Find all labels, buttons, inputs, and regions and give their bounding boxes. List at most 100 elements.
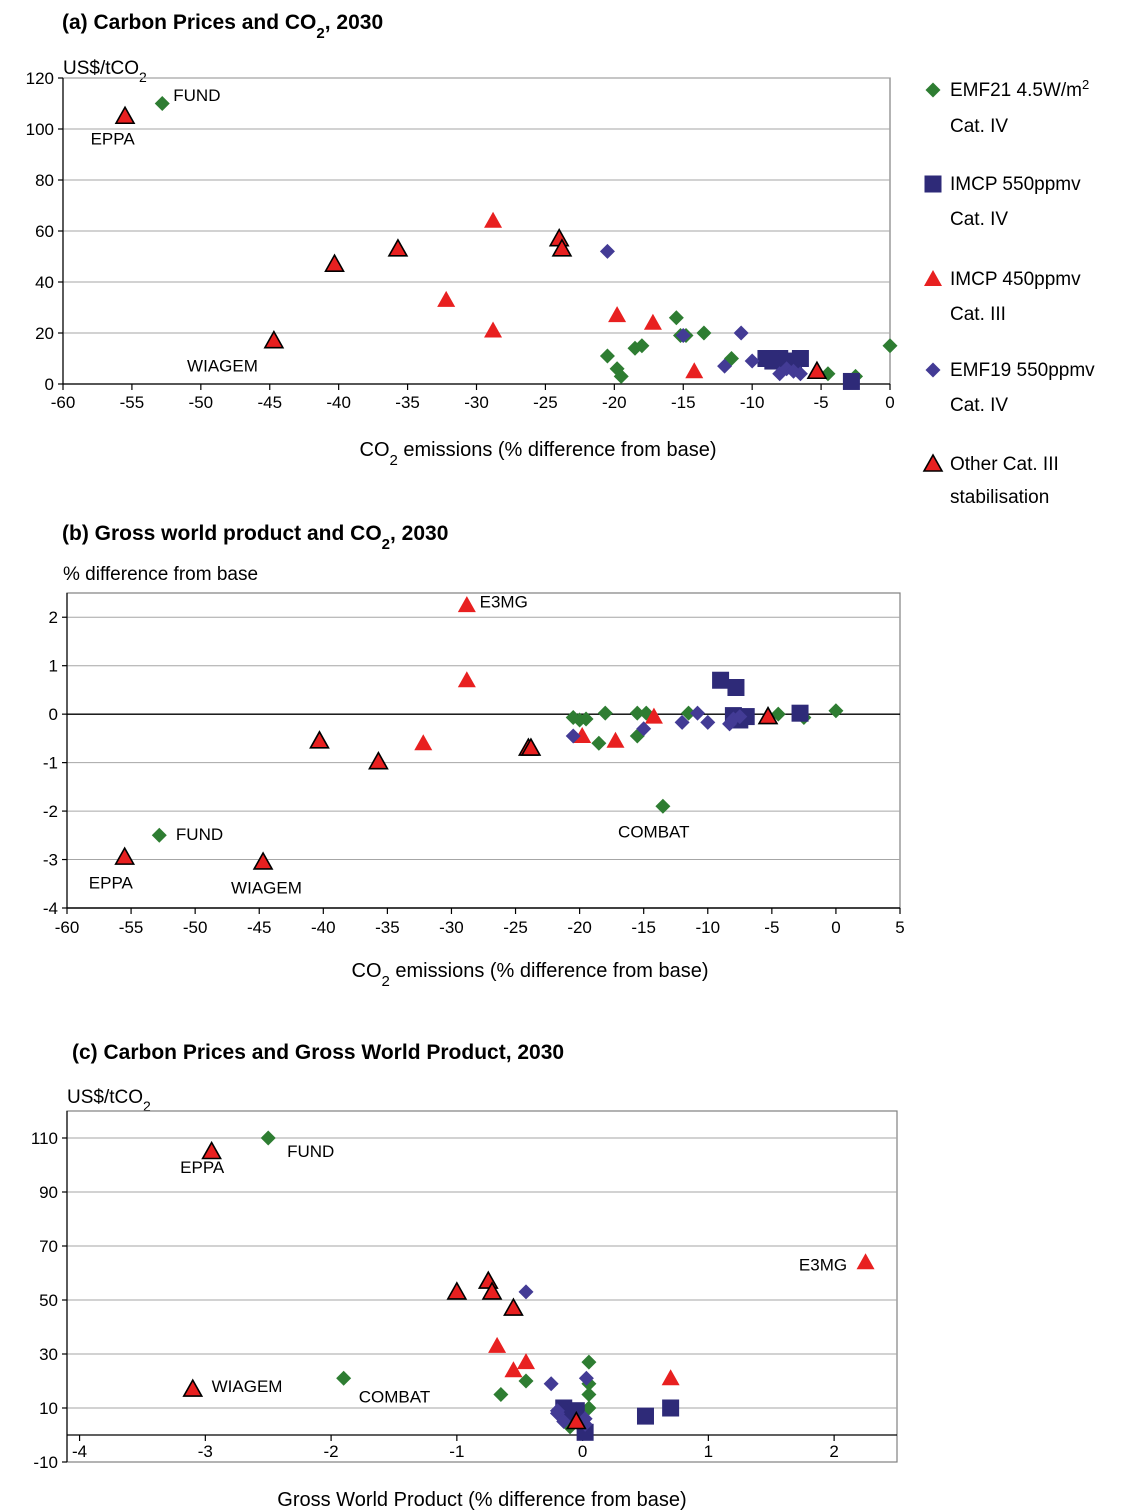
y-tick-label: -3: [43, 851, 58, 870]
point-other-5: [182, 1378, 204, 1397]
plot-frame: [66, 592, 901, 909]
annotation-label: FUND: [176, 825, 223, 844]
x-tick-label: -45: [257, 393, 282, 412]
annotation-label: FUND: [287, 1142, 334, 1161]
x-tick-label: -35: [395, 393, 420, 412]
legend-marker-shape: [924, 175, 942, 193]
point-emf19-1: [543, 1376, 559, 1392]
legend-marker-imcp450: [924, 270, 942, 286]
point-other-4: [503, 1297, 524, 1316]
y-tick-label: -10: [33, 1453, 58, 1472]
point-imcp450-4: [643, 313, 662, 330]
panel-b-ylabel: % difference from base: [63, 564, 258, 585]
panel-b: (b) Gross world product and CO2, 2030 % …: [43, 522, 905, 990]
legend: EMF21 4.5W/m2 Cat. IV IMCP 550ppmv Cat. …: [922, 77, 1095, 508]
y-tick-label: -1: [43, 754, 58, 773]
x-tick-label: -30: [439, 918, 464, 937]
point-emf19-3: [733, 325, 749, 341]
legend-label-imcp550: IMCP 550ppmv: [950, 174, 1081, 195]
point-emf19-4: [549, 1403, 565, 1419]
point-emf19-0: [565, 728, 581, 744]
panel-a: (a) Carbon Prices and CO2, 2030 US$/tCO2…: [26, 11, 898, 469]
panel-c-ylabel: US$/tCO2: [67, 1087, 151, 1114]
y-tick-label: 50: [39, 1291, 58, 1310]
legend-marker-shape: [922, 453, 944, 472]
legend-marker-other: [922, 453, 944, 472]
point-other-2: [387, 238, 409, 257]
x-tick-label: 2: [829, 1442, 838, 1461]
point-emf21-0: [151, 827, 167, 843]
legend-marker-shape: [925, 362, 941, 378]
point-other-2: [309, 730, 330, 749]
panel-a-xlabel: CO2 emissions (% difference from base): [360, 439, 717, 469]
point-imcp450-4: [661, 1369, 680, 1386]
point-emf19-7: [732, 709, 748, 725]
legend-sublabel-other: stabilisation: [950, 487, 1049, 508]
point-emf21-0: [260, 1130, 276, 1146]
annotation-label: WIAGEM: [231, 878, 302, 897]
point-emf21-3: [518, 1373, 534, 1389]
point-emf21-4: [581, 1354, 597, 1370]
panel-c: (c) Carbon Prices and Gross World Produc…: [31, 1041, 898, 1511]
point-imcp450-4: [606, 731, 625, 748]
x-tick-label: -45: [247, 918, 272, 937]
annotation-label: EPPA: [91, 129, 136, 148]
point-emf21-6: [629, 705, 645, 721]
legend-marker-shape: [925, 82, 941, 98]
x-tick-label: -3: [198, 1442, 213, 1461]
x-tick-label: -20: [567, 918, 592, 937]
point-imcp450-0: [457, 596, 476, 613]
point-imcp450-2: [504, 1361, 523, 1378]
point-emf21-13: [882, 338, 898, 354]
x-tick-label: -20: [602, 393, 627, 412]
annotation-label: E3MG: [480, 593, 528, 612]
point-other-3: [368, 751, 389, 770]
point-other-3: [446, 1281, 468, 1300]
legend-label-emf21: EMF21 4.5W/m2: [950, 77, 1089, 102]
panel-a-ylabel: US$/tCO2: [63, 58, 147, 85]
panel-b-xlabel: CO2 emissions (% difference from base): [352, 960, 709, 990]
x-tick-label: -50: [183, 918, 208, 937]
y-tick-label: 60: [35, 222, 54, 241]
annotation-label: EPPA: [89, 874, 134, 893]
x-tick-label: -50: [189, 393, 214, 412]
point-emf21-3: [613, 368, 629, 384]
point-emf21-1: [336, 1370, 352, 1386]
point-imcp550-4: [636, 1407, 654, 1425]
point-emf21-2: [493, 1387, 509, 1402]
x-tick-label: 0: [578, 1442, 587, 1461]
point-emf19-2: [717, 358, 733, 374]
x-tick-label: -60: [55, 918, 80, 937]
point-emf19-1: [675, 328, 691, 344]
annotation-label: WIAGEM: [187, 356, 258, 375]
panel-b-title: (b) Gross world product and CO2, 2030: [62, 522, 448, 553]
annotation-label: EPPA: [180, 1158, 225, 1177]
x-tick-label: -2: [324, 1442, 339, 1461]
legend-marker-imcp550: [924, 175, 942, 193]
x-tick-label: 0: [831, 918, 840, 937]
point-imcp550-5: [791, 704, 809, 722]
y-tick-label: 0: [45, 375, 54, 394]
point-imcp450-3: [517, 1353, 536, 1370]
point-other-1: [477, 1270, 499, 1289]
legend-label-imcp450: IMCP 450ppmv: [950, 269, 1081, 290]
x-tick-label: -5: [814, 393, 829, 412]
point-other-3: [263, 330, 285, 349]
y-tick-label: 40: [35, 273, 54, 292]
x-tick-label: 1: [704, 1442, 713, 1461]
point-other-0: [201, 1140, 222, 1160]
point-emf19-3: [690, 705, 706, 721]
y-tick-label: 0: [49, 705, 58, 724]
legend-item-imcp550: IMCP 550ppmv Cat. IV: [924, 174, 1081, 230]
point-imcp550-2: [567, 1402, 585, 1420]
x-tick-label: -30: [464, 393, 489, 412]
point-other-2: [481, 1281, 503, 1300]
y-tick-label: 20: [35, 324, 54, 343]
y-tick-label: 80: [35, 171, 54, 190]
x-tick-label: -4: [72, 1442, 87, 1461]
point-imcp550-2: [727, 679, 745, 696]
point-emf21-0: [154, 96, 170, 111]
point-emf21-10: [681, 705, 697, 721]
